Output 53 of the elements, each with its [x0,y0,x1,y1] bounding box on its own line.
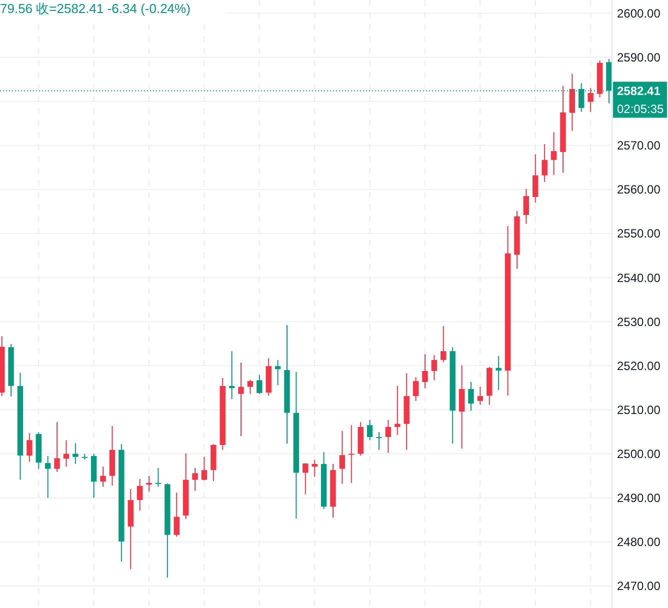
y-tick-label: 2550.00 [617,226,661,241]
candlestick [477,386,484,406]
candlestick [569,74,576,132]
candlestick [26,432,32,462]
candlestick [192,467,198,492]
candlestick [542,144,548,182]
candlestick [588,88,594,112]
candlestick [72,442,78,464]
candlestick [136,478,143,512]
candlestick [44,456,51,498]
candlestick [155,467,162,488]
candlestick [302,462,308,495]
candlestick [201,456,208,481]
candlestick [256,374,262,394]
candlestick [174,492,180,538]
y-tick-label: 2530.00 [617,314,661,329]
candlestick [496,355,502,390]
candlestick [440,326,446,363]
candlestick [458,364,465,450]
candlestick [366,419,373,441]
annotation: 79.56 收=2582.41 -6.34 (-0.24%) [0,1,190,16]
y-tick-label: 2470.00 [617,579,661,594]
candlestick [468,381,474,412]
text: 02:05:35 [617,102,664,116]
candlestick [385,419,392,454]
candlestick [431,354,438,381]
candlestick [54,422,60,472]
candlestick [412,376,419,402]
candlestick [238,362,244,437]
candlestick [339,430,346,484]
y-tick-label: 2560.00 [617,182,661,197]
y-tick-label: 2600.00 [617,6,661,20]
y-tick-label: 2570.00 [617,138,661,153]
candlestick [274,359,281,386]
candlestick [523,188,530,224]
candlestick [348,424,354,484]
y-tick-label: 2520.00 [617,358,661,373]
y-tick-label: 2590.00 [617,50,661,64]
candlestick [394,385,400,436]
y-tick-label: 2490.00 [617,491,661,506]
y-tick-label: 2480.00 [617,535,661,550]
candlestick [100,466,106,488]
candlestick [312,459,318,478]
candlestick [146,475,152,492]
ref-line-label: 2582.41 [617,84,661,98]
y-tick-label: 2500.00 [617,446,661,461]
candlestick [550,132,557,176]
candlestick [422,354,428,389]
y-tick-label: 2540.00 [617,270,661,285]
y-tick-label: 2510.00 [617,402,661,417]
candlestick [532,154,538,204]
candlestick [247,379,254,394]
candlestick [376,432,382,450]
